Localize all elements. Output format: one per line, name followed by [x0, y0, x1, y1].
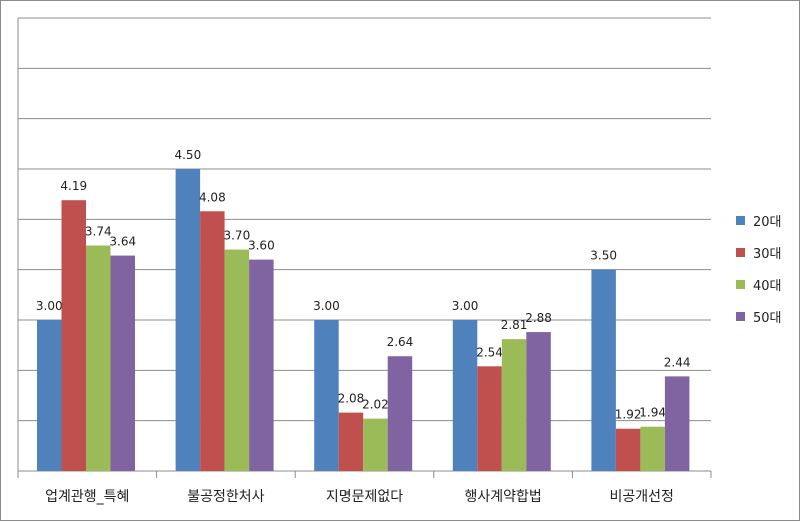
data-label: 2.64 [387, 335, 414, 349]
data-label: 3.50 [590, 249, 617, 263]
data-label: 2.02 [362, 398, 389, 412]
legend-label: 30대 [753, 246, 782, 262]
bar [640, 426, 665, 471]
bar [363, 418, 388, 471]
data-label: 2.54 [476, 345, 503, 359]
legend-item: 50대 [736, 300, 782, 332]
bar [387, 356, 413, 471]
legend-swatch [736, 311, 745, 321]
legend-swatch [736, 215, 745, 225]
bar [591, 269, 616, 471]
legend-label: 50대 [753, 310, 782, 326]
data-label: 4.50 [174, 148, 201, 162]
x-tick-label: 불공정한처사 [187, 489, 264, 505]
legend-swatch [736, 247, 745, 257]
bar [249, 259, 274, 471]
data-label: 3.00 [313, 299, 340, 313]
data-label: 2.88 [525, 311, 552, 325]
bar [61, 200, 86, 471]
x-tick-label: 비공개선정 [609, 489, 673, 505]
bar [110, 255, 135, 471]
bar [37, 320, 62, 471]
bar [224, 249, 250, 471]
x-tick-label: 행사계약합법 [464, 489, 541, 505]
data-label: 3.60 [248, 239, 275, 253]
x-tick-label: 업계관행_특혜 [45, 489, 129, 505]
legend-swatch [736, 279, 745, 289]
bar [200, 211, 225, 471]
legend-item: 20대 [736, 204, 782, 236]
legend-label: 40대 [753, 278, 782, 294]
legend-item: 30대 [736, 236, 782, 268]
data-label: 4.08 [199, 190, 226, 204]
data-label: 2.81 [501, 318, 528, 332]
data-label: 4.19 [60, 179, 87, 193]
bar [452, 320, 478, 471]
bar [175, 169, 201, 471]
data-label: 2.44 [664, 355, 691, 369]
data-label: 1.94 [639, 406, 666, 420]
legend-item: 40대 [736, 268, 782, 300]
bar [615, 428, 641, 471]
bar [526, 332, 551, 471]
bar [338, 412, 364, 471]
data-label: 3.00 [36, 299, 63, 313]
bar [501, 339, 527, 471]
x-tick-label: 지명문제없다 [326, 489, 403, 505]
bar [314, 320, 339, 471]
data-label: 3.64 [109, 235, 136, 249]
data-label: 3.00 [452, 299, 479, 313]
data-label: 2.08 [338, 392, 365, 406]
bar [477, 366, 502, 471]
legend-label: 20대 [753, 214, 782, 230]
data-label: 3.74 [85, 225, 112, 239]
data-label: 1.92 [615, 408, 642, 422]
legend: 20대 30대 40대 50대 [736, 204, 782, 332]
bar [86, 245, 111, 471]
bar [664, 376, 690, 471]
data-label: 3.70 [223, 229, 250, 243]
